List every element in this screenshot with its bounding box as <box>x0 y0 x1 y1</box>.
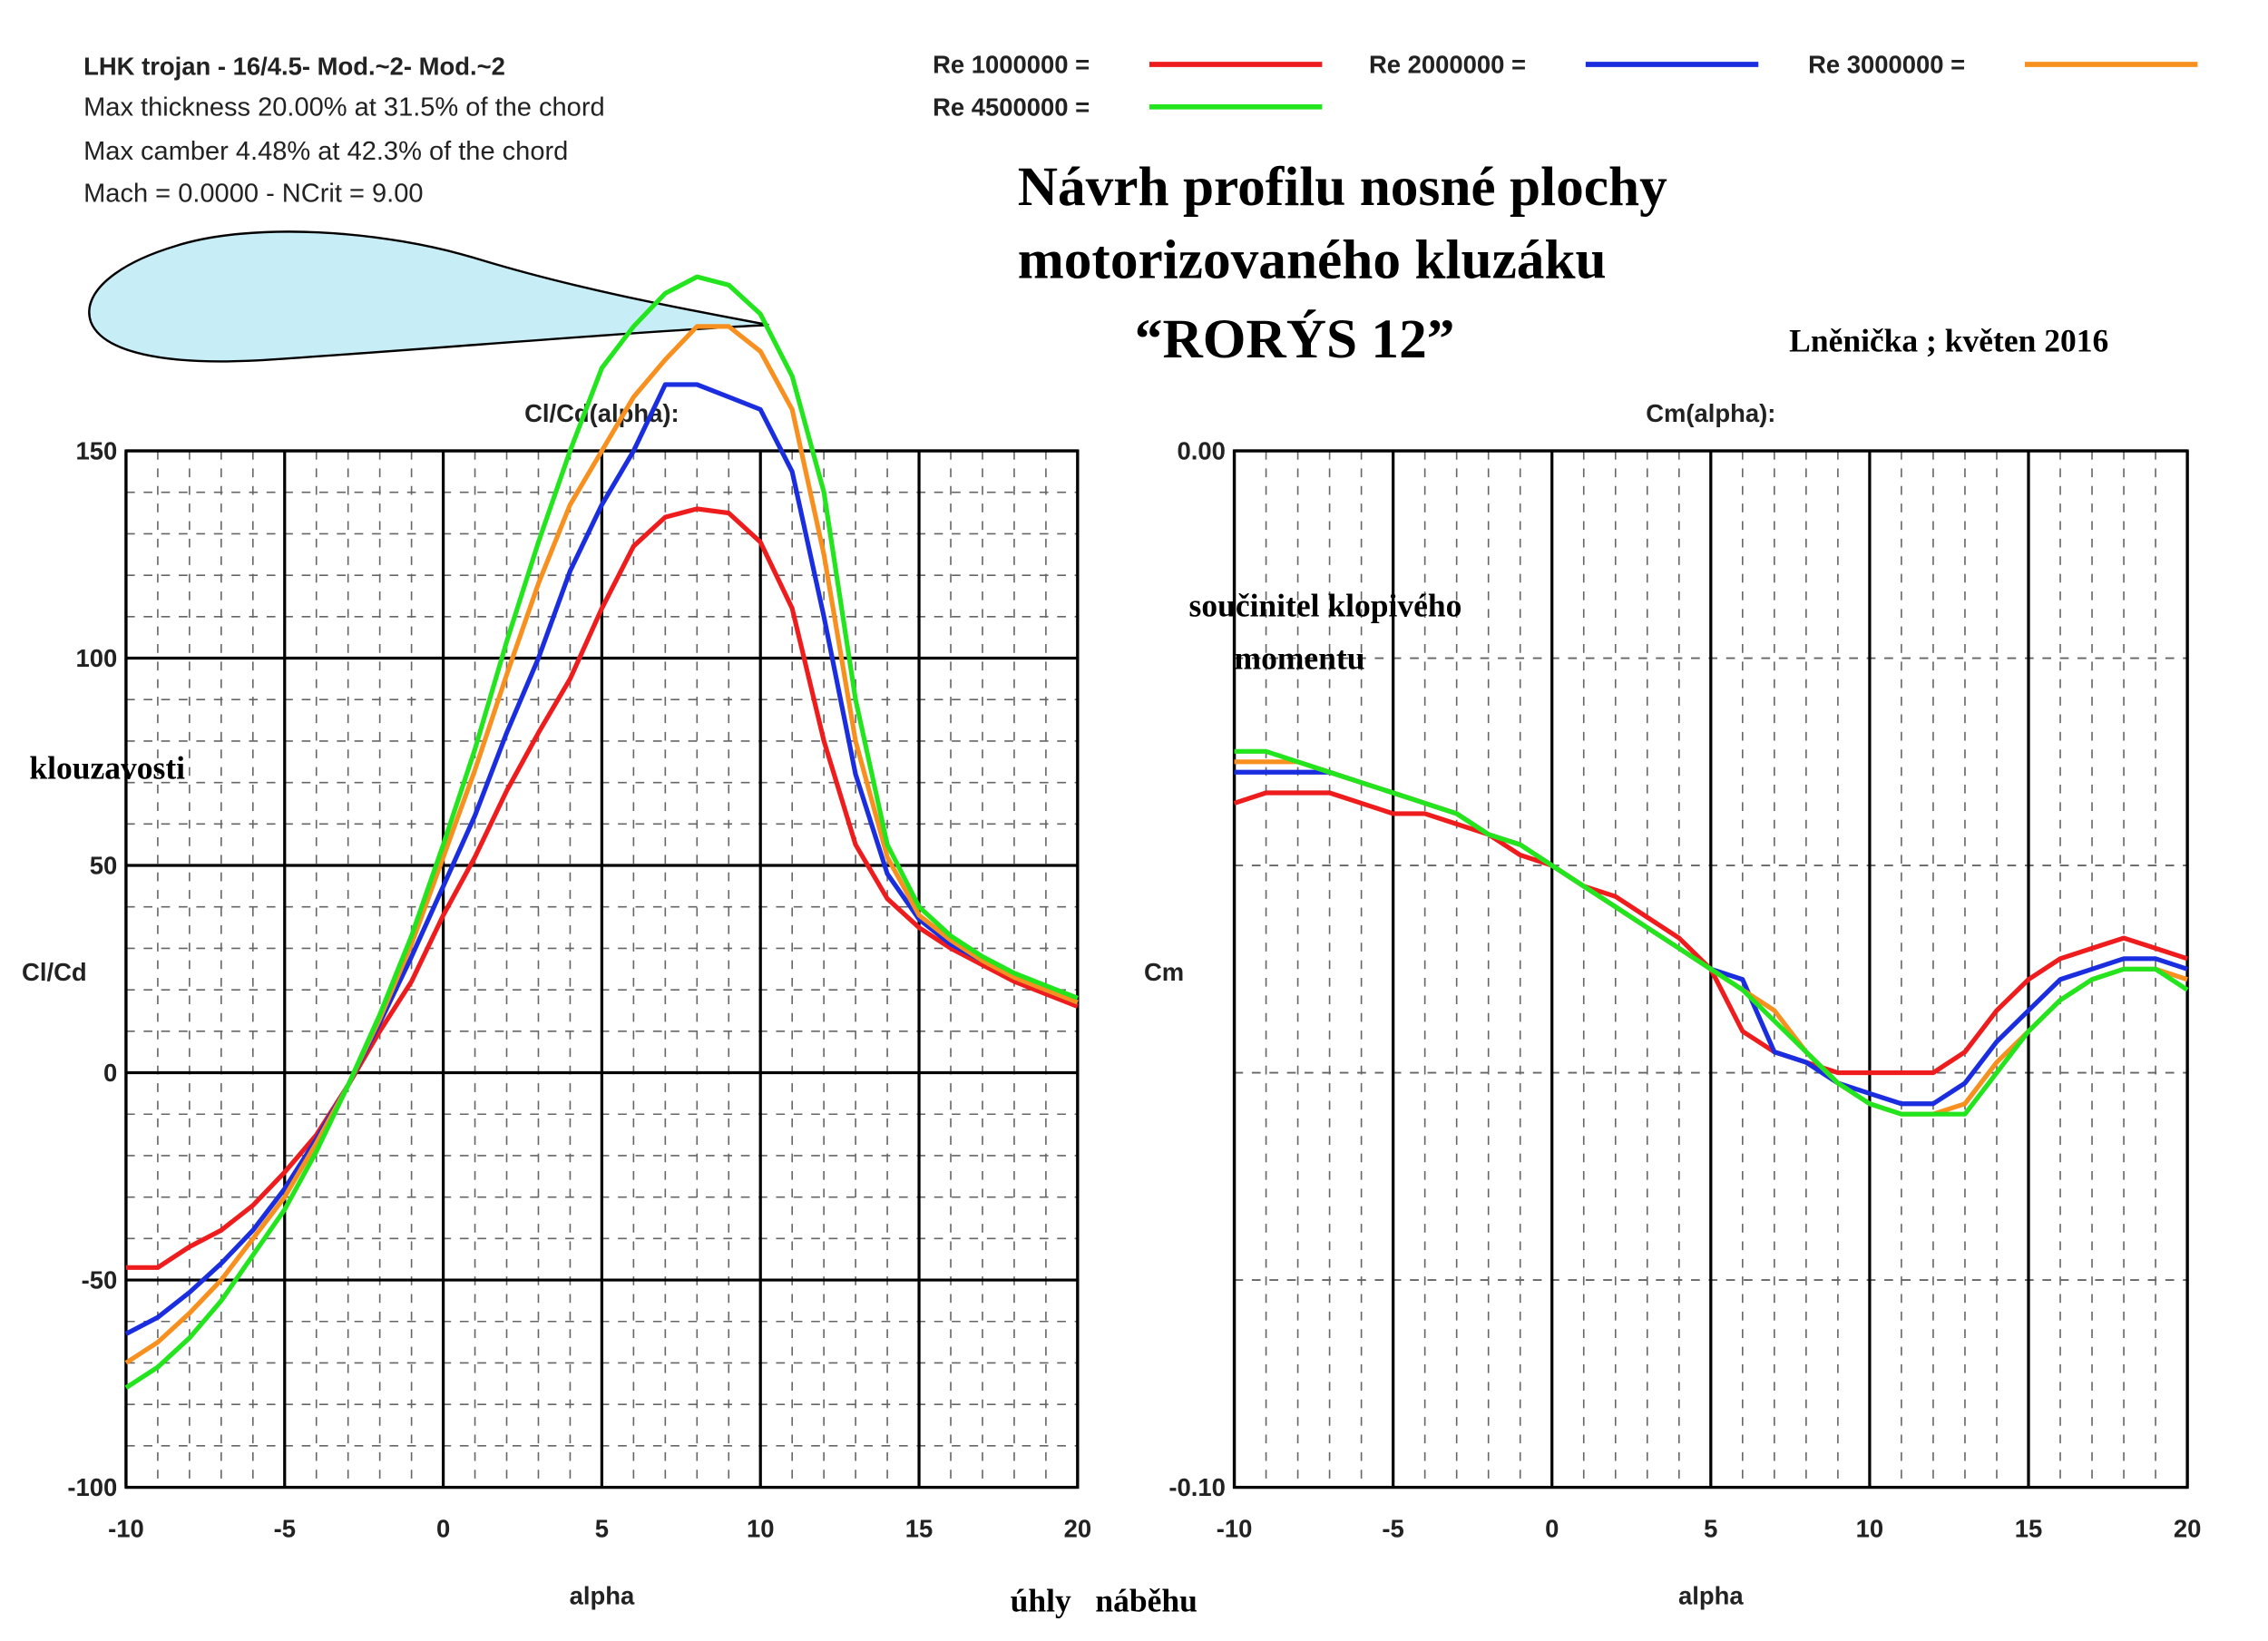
x-tick-label: -10 <box>1217 1514 1253 1542</box>
annotation: momentu <box>1235 640 1365 676</box>
airfoil-name: LHK trojan - 16/4.5- Mod.~2- Mod.~2 <box>83 52 505 80</box>
legend-label: Re 3000000 = <box>1808 51 1965 79</box>
legend-label: Re 1000000 = <box>933 51 1090 79</box>
chart-title: Cm(alpha): <box>1646 399 1775 427</box>
x-tick-label: 0 <box>1545 1514 1559 1542</box>
y-tick-label: 150 <box>75 437 117 465</box>
y-tick-label: 100 <box>75 644 117 672</box>
y-tick-label: 0.00 <box>1177 437 1225 465</box>
y-tick-label: 50 <box>90 852 118 880</box>
series-line <box>124 382 1079 1336</box>
x-tick-label: 15 <box>2015 1514 2043 1542</box>
x-tick-label: 20 <box>1064 1514 1092 1542</box>
main-title: Návrh profilu nosné plochy <box>1018 156 1667 218</box>
series-line <box>124 274 1079 1390</box>
y-axis-label: Cm <box>1144 958 1184 986</box>
legend-label: Re 2000000 = <box>1369 51 1526 79</box>
airfoil-info: Max thickness 20.00% at 31.5% of the cho… <box>83 93 605 122</box>
y-tick-label: 0 <box>103 1059 117 1087</box>
x-tick-label: 20 <box>2174 1514 2202 1542</box>
x-tick-label: 10 <box>1856 1514 1884 1542</box>
x-note: úhly náběhu <box>1011 1583 1198 1619</box>
legend-label: Re 4500000 = <box>933 93 1090 121</box>
y-tick-label: -0.10 <box>1168 1473 1226 1501</box>
plot-frame <box>1232 449 2189 1490</box>
x-tick-label: 15 <box>905 1514 934 1542</box>
main-title: motorizovaného kluzáku <box>1018 230 1607 291</box>
x-tick-label: 5 <box>1704 1514 1717 1542</box>
y-axis-label: Cl/Cd <box>22 958 87 986</box>
x-tick-label: -5 <box>1382 1514 1403 1542</box>
author: Lněnička ; květen 2016 <box>1789 322 2108 358</box>
x-axis-label: alpha <box>570 1582 635 1610</box>
y-tick-label: -50 <box>82 1266 118 1294</box>
series-line <box>124 324 1079 1365</box>
x-tick-label: 0 <box>436 1514 450 1542</box>
airfoil-info: Max camber 4.48% at 42.3% of the chord <box>83 137 568 166</box>
x-tick-label: 5 <box>595 1514 609 1542</box>
x-tick-label: -5 <box>274 1514 296 1542</box>
series-line <box>1234 748 2189 1117</box>
annotation: součinitel klopivého <box>1189 587 1462 623</box>
airfoil-shape <box>88 230 769 363</box>
series-line <box>125 506 1079 1270</box>
x-tick-label: 10 <box>747 1514 775 1542</box>
x-axis-label: alpha <box>1678 1582 1744 1610</box>
annotation: klouzavosti <box>29 750 185 786</box>
main-title: “RORÝS 12” <box>1135 308 1455 370</box>
x-tick-label: -10 <box>108 1514 144 1542</box>
airfoil-info: Mach = 0.0000 - NCrit = 9.00 <box>83 180 423 209</box>
y-tick-label: -100 <box>67 1473 117 1501</box>
